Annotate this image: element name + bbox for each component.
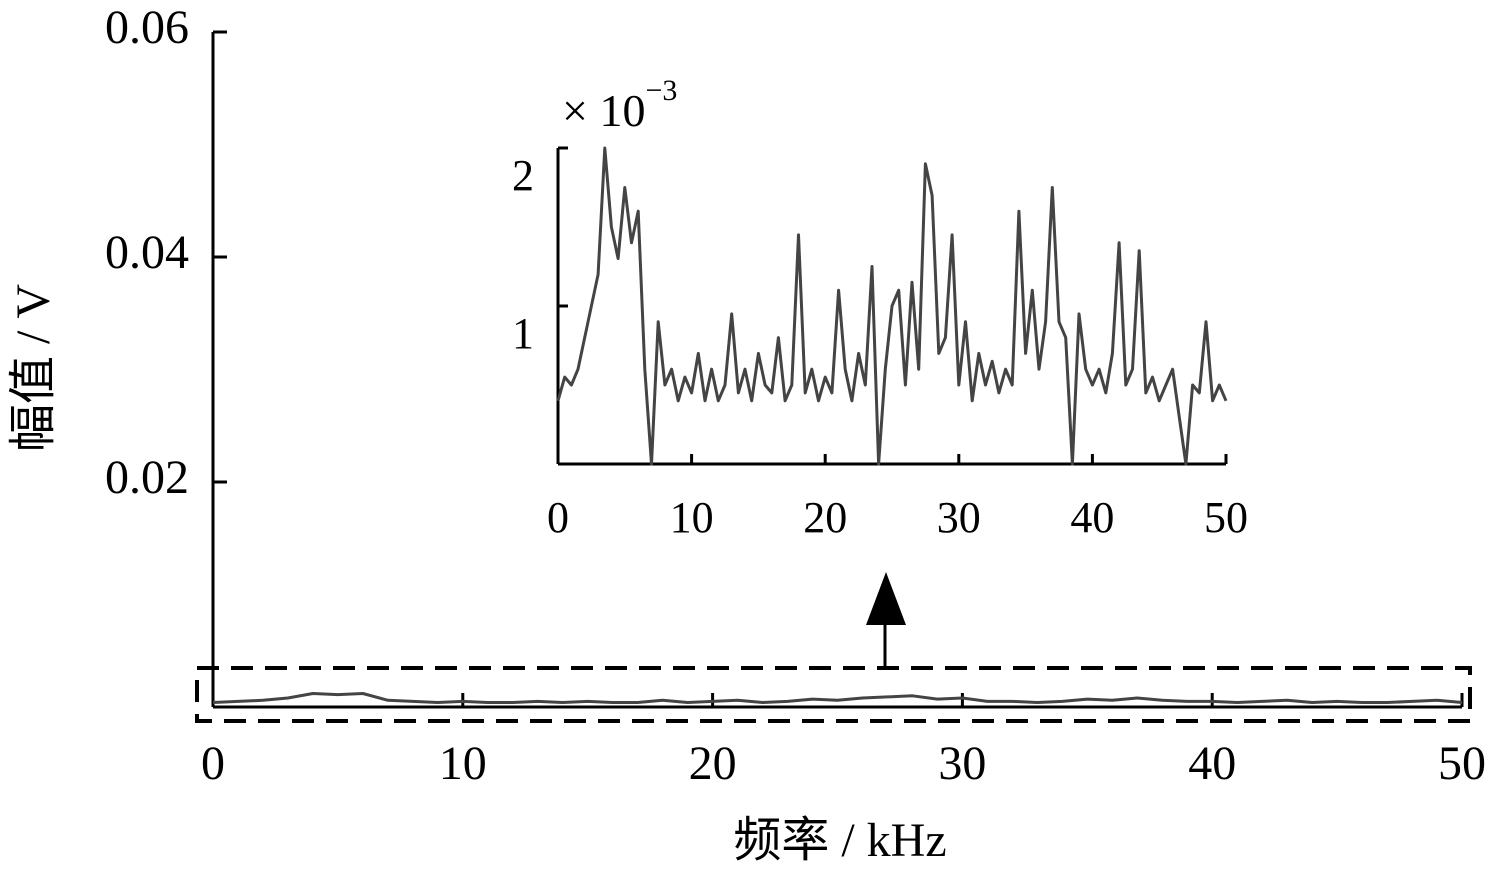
x-tick-label: 20 (803, 493, 847, 542)
y-multiplier-exp: −3 (645, 74, 677, 107)
x-tick-label: 10 (670, 493, 714, 542)
line (212, 692, 1463, 704)
y-axis-label: 幅值 / V (7, 284, 60, 452)
y-tick-label: 1 (512, 309, 534, 358)
line (556, 146, 1228, 466)
zoom-box (195, 666, 1472, 723)
y-tick-label: 0.06 (105, 1, 189, 54)
x-tick-label: 30 (938, 737, 986, 790)
arrow-head (866, 572, 906, 625)
x-tick-label: 20 (689, 737, 737, 790)
x-tick-label: 50 (1204, 493, 1248, 542)
x-tick-label: 40 (1070, 493, 1114, 542)
y-multiplier-base: × 10 (562, 85, 645, 136)
x-tick-label: 40 (1188, 737, 1236, 790)
x-tick-label: 10 (439, 737, 487, 790)
y-tick-label: 0.04 (105, 226, 189, 279)
x-tick-label: 0 (201, 737, 225, 790)
y-tick-label: 2 (512, 151, 534, 200)
x-tick-label: 50 (1438, 737, 1486, 790)
x-axis-label: 频率 / kHz (733, 814, 946, 867)
y-multiplier: × 10−3 (562, 74, 677, 136)
y-tick-label: 0.02 (105, 451, 189, 504)
x-tick-label: 30 (937, 493, 981, 542)
x-tick-label: 0 (547, 493, 569, 542)
